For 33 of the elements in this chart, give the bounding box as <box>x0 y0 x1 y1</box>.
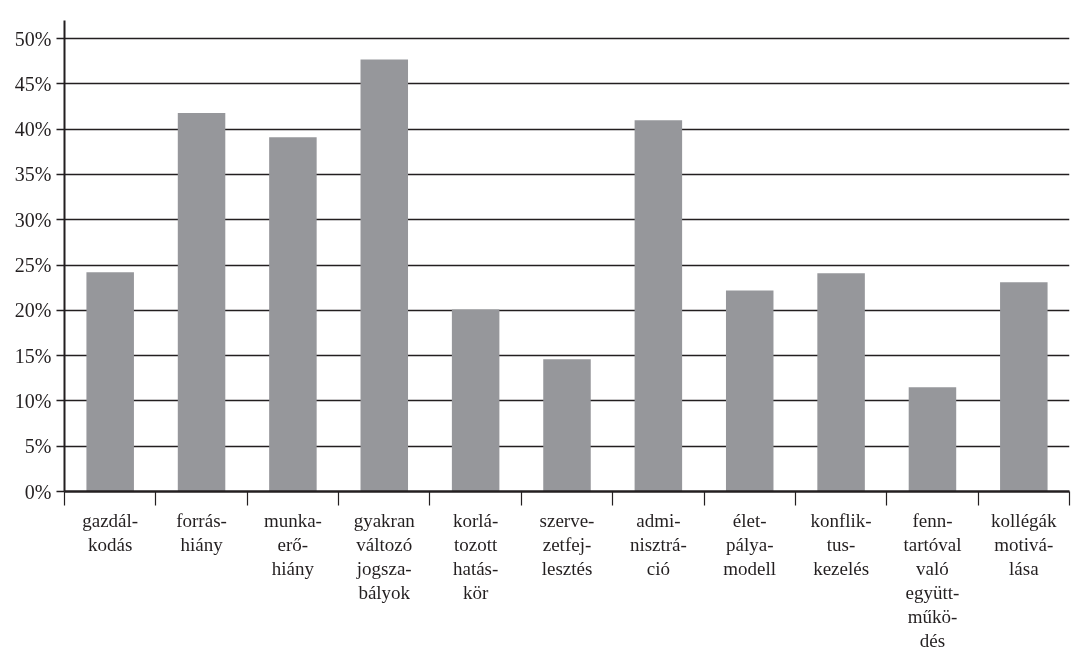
x-tick-label: admi- nisztrá- ció <box>629 509 687 579</box>
x-tick-label: korlá- tozott hatás- kör <box>452 509 499 603</box>
x-tick-label: konflik- tus- kezelés <box>810 509 872 579</box>
bar <box>908 387 957 492</box>
y-tick-label: 50% <box>14 27 52 50</box>
y-tick-label: 40% <box>14 118 52 141</box>
bar <box>725 290 774 492</box>
bar <box>634 120 683 492</box>
y-tick-label: 20% <box>14 299 52 322</box>
bar <box>1000 282 1048 492</box>
x-tick-label: fenn- tartóval való együtt- műkö- dés <box>903 509 962 652</box>
x-tick-label: gyakran változó jogsza- bályok <box>353 509 416 603</box>
bar <box>360 59 409 492</box>
y-tick-label: 35% <box>14 163 52 186</box>
bar <box>543 359 591 492</box>
x-tick-label: kollégák motivá- lása <box>991 509 1058 579</box>
x-tick-label: munka- erő- hiány <box>263 509 322 579</box>
x-tick-label: forrás- hiány <box>176 509 227 555</box>
y-tick-label: 15% <box>14 344 52 367</box>
y-tick-label: 0% <box>24 480 52 503</box>
x-tick-label: gazdál- kodás <box>82 509 139 555</box>
bar <box>451 309 500 492</box>
y-tick-label: 5% <box>24 435 52 458</box>
bar <box>817 273 865 492</box>
bar <box>177 112 226 492</box>
bar <box>86 272 134 492</box>
y-tick-label: 45% <box>14 72 52 95</box>
y-tick-label: 30% <box>14 208 52 231</box>
x-tick-label: szerve- zetfej- lesztés <box>539 509 595 579</box>
bar <box>269 137 317 492</box>
y-tick-label: 25% <box>14 254 52 277</box>
x-tick-label: élet- pálya- modell <box>723 509 777 579</box>
y-tick-label: 10% <box>14 389 52 412</box>
